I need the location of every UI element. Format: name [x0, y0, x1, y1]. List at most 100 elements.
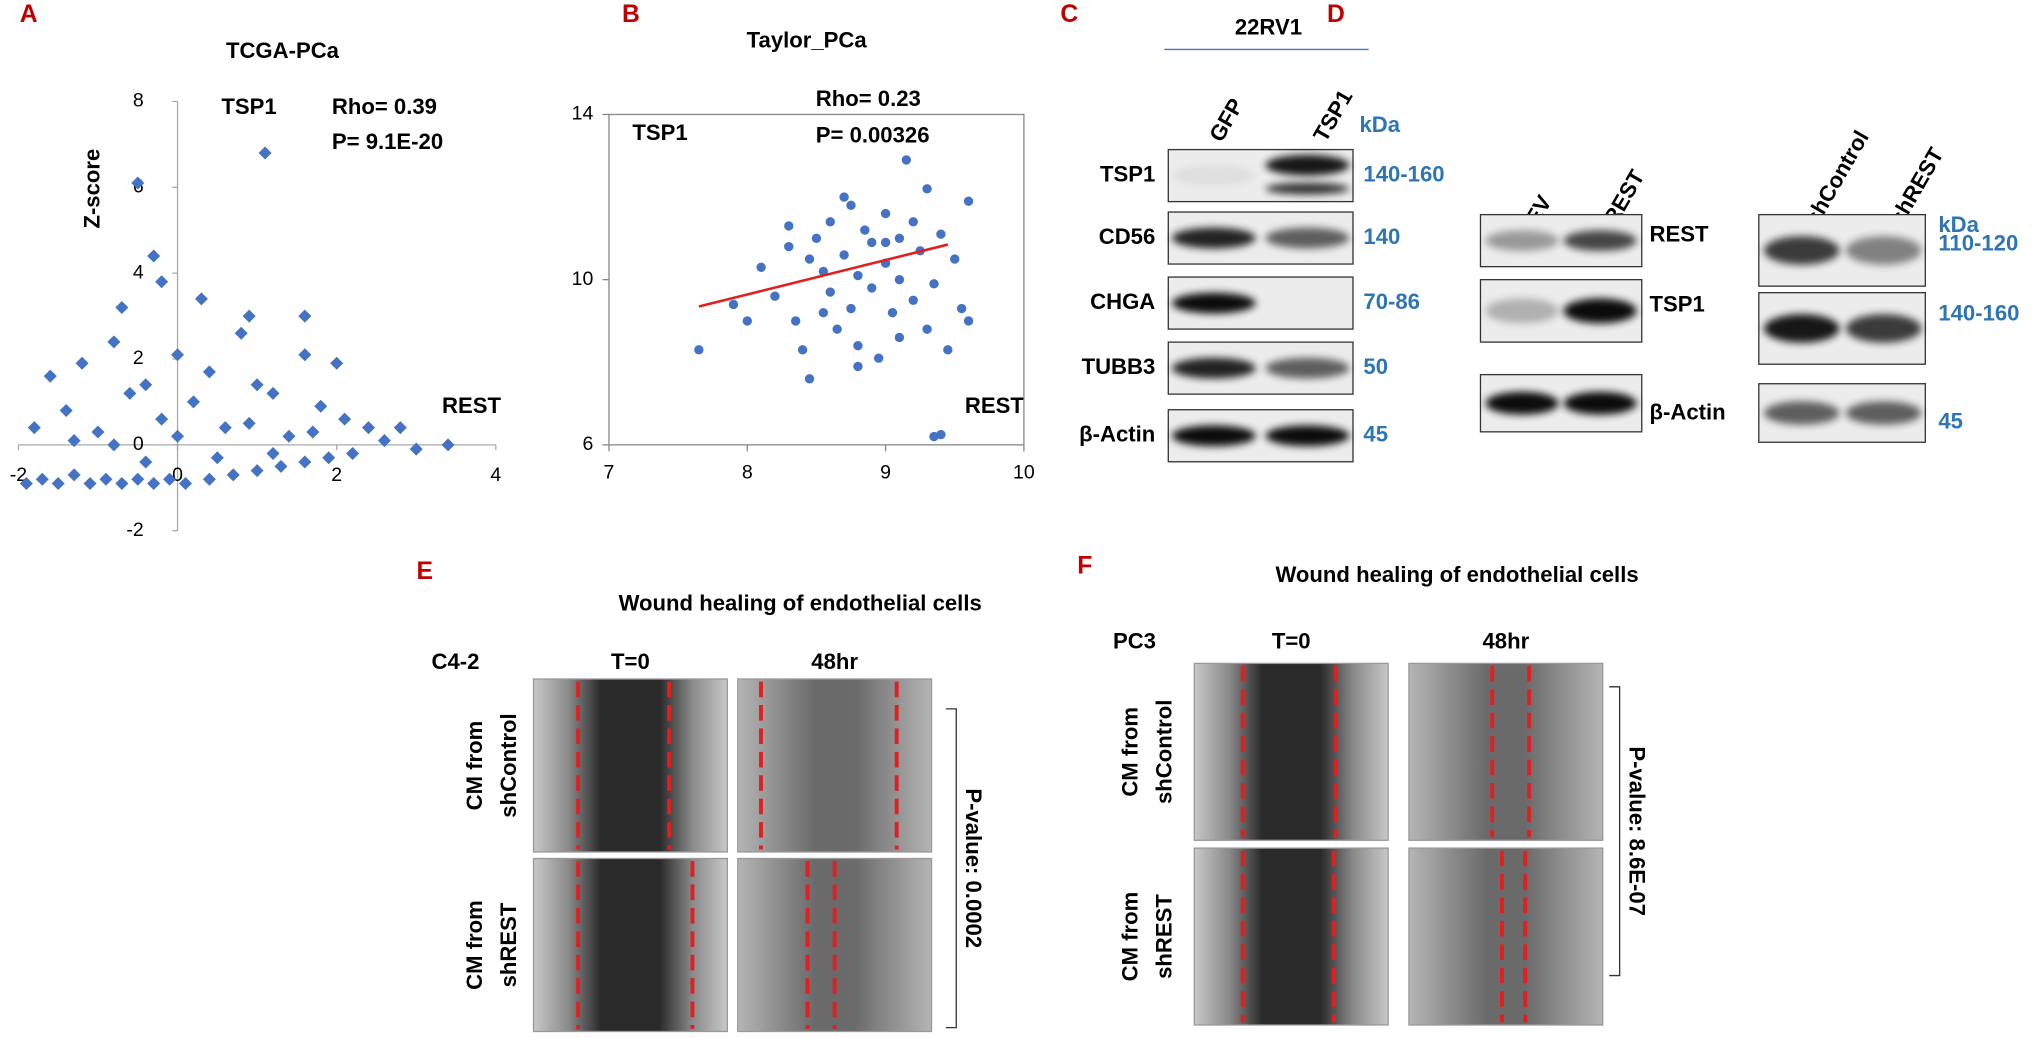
point	[35, 472, 49, 486]
lane-label: GFP	[1204, 94, 1248, 146]
point	[804, 374, 815, 384]
panel-label: F	[1077, 553, 1092, 580]
row-label: REST	[1650, 221, 1709, 246]
point	[266, 446, 280, 460]
point	[853, 361, 863, 372]
p-value: P-value: 0.0002	[961, 788, 986, 948]
chart-title: Taylor_PCa	[747, 27, 868, 52]
annotation: P= 9.1E-20	[332, 129, 443, 154]
row-label: CHGA	[1090, 289, 1155, 314]
point	[853, 270, 863, 281]
point	[27, 421, 41, 435]
annotation: TSP1	[221, 94, 276, 119]
panel-label: D	[1327, 1, 1345, 28]
point	[147, 476, 161, 490]
point	[178, 476, 193, 490]
wound-image	[1193, 847, 1389, 1026]
panel-title: Wound healing of endothelial cells	[619, 591, 982, 616]
point	[963, 316, 974, 326]
point	[409, 442, 423, 456]
point	[107, 438, 121, 452]
band	[1763, 314, 1840, 343]
point	[131, 472, 145, 486]
lane-label: TSP1	[1308, 86, 1357, 146]
row-label: shREST	[1152, 894, 1177, 979]
row-label: shREST	[496, 902, 521, 987]
wound-image	[532, 857, 728, 1033]
point	[784, 221, 794, 231]
time-label: 48hr	[1482, 628, 1529, 653]
point	[839, 192, 849, 202]
point	[83, 476, 97, 490]
point	[811, 233, 822, 244]
point	[846, 303, 856, 314]
point	[131, 176, 145, 190]
point	[194, 292, 208, 306]
row-label: β-Actin	[1079, 422, 1155, 447]
time-label: T=0	[611, 649, 650, 674]
bracket	[945, 708, 957, 1029]
wound-image	[1408, 662, 1604, 841]
band	[1265, 154, 1350, 176]
wound-image	[532, 678, 728, 853]
point	[99, 472, 113, 486]
point	[67, 468, 81, 482]
time-label: T=0	[1272, 628, 1311, 653]
p-value: P-value: 8.6E-07	[1624, 746, 1649, 916]
point	[242, 309, 256, 323]
point	[880, 237, 891, 248]
chart-title: TCGA-PCa	[226, 38, 340, 63]
band	[1265, 357, 1350, 379]
cell-line: 22RV1	[1235, 14, 1302, 39]
point	[75, 356, 89, 370]
point	[115, 476, 129, 490]
point	[186, 395, 200, 409]
kda-label: 50	[1363, 354, 1388, 379]
x-tick-label: 2	[331, 464, 342, 486]
point	[282, 429, 296, 443]
point	[867, 237, 877, 248]
point	[234, 326, 248, 340]
point	[314, 399, 328, 413]
point	[943, 345, 953, 355]
point	[202, 472, 216, 486]
point	[908, 295, 918, 305]
point	[115, 300, 129, 315]
point	[210, 451, 224, 465]
point	[873, 353, 884, 363]
band	[1171, 292, 1256, 314]
trendline	[698, 243, 949, 308]
point	[936, 429, 946, 440]
point	[330, 356, 344, 370]
point	[67, 434, 81, 448]
row-label: shControl	[496, 713, 521, 817]
point	[298, 348, 312, 362]
band	[1171, 425, 1256, 447]
lane-label: shControl	[1800, 126, 1874, 229]
point	[377, 434, 391, 448]
point	[860, 225, 870, 235]
band	[1563, 298, 1637, 324]
row-label: TUBB3	[1082, 354, 1156, 379]
row-label: CM from	[1118, 707, 1143, 797]
y-tick-label: 2	[133, 347, 144, 369]
band	[1485, 298, 1559, 324]
annotation: P= 0.00326	[816, 122, 930, 147]
point	[19, 476, 33, 490]
x-tick-label: 0	[172, 464, 183, 486]
panel-label: B	[622, 1, 640, 28]
point	[107, 335, 121, 349]
band	[1265, 182, 1350, 195]
row-label: CD56	[1099, 224, 1156, 249]
band	[1563, 230, 1637, 252]
band	[1485, 391, 1559, 415]
band	[1763, 236, 1840, 265]
point	[770, 291, 780, 301]
panel-title: Wound healing of endothelial cells	[1275, 562, 1638, 587]
row-label: β-Actin	[1650, 399, 1726, 424]
band	[1763, 401, 1840, 425]
point	[784, 241, 794, 252]
point	[894, 332, 905, 343]
point	[139, 455, 153, 469]
